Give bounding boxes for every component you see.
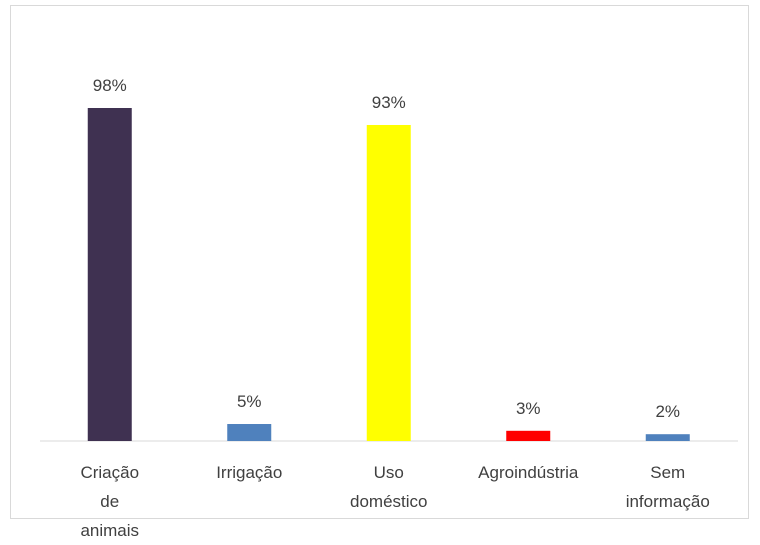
page: 98%5%93%3%2% (() => { const data = JSON.… [10,5,749,540]
bar [645,434,690,441]
x-tick-label: Agroindústria [478,463,579,482]
x-tick-label: Criação de animais [80,463,140,540]
value-label: 3% [516,399,541,418]
value-label: 98% [93,76,127,95]
value-label: 2% [655,402,680,421]
value-label: 93% [372,93,406,112]
value-label: 5% [237,392,262,411]
chart: 98% 5% 93% 3% 2% [40,76,738,442]
bar [87,108,132,441]
bar [227,424,272,441]
x-tick-label: Sem informação [625,463,710,511]
bar [366,124,411,441]
bar [506,430,551,441]
chart-frame [10,5,749,519]
x-tick-label: Irrigação [216,463,283,482]
x-tick-label: Uso doméstico [350,463,428,511]
